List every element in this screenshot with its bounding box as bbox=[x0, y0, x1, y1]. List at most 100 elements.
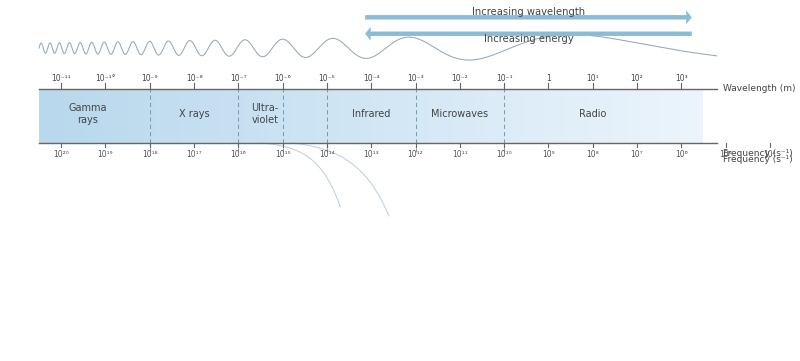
Bar bbox=[602, 89, 604, 143]
Bar bbox=[134, 89, 137, 143]
Bar bbox=[252, 89, 254, 143]
Bar bbox=[385, 89, 386, 143]
Bar bbox=[458, 89, 460, 143]
Bar bbox=[544, 89, 546, 143]
Bar bbox=[158, 89, 161, 143]
Bar bbox=[118, 89, 121, 143]
Bar bbox=[265, 89, 267, 143]
Bar bbox=[322, 89, 325, 143]
Bar bbox=[442, 89, 444, 143]
Text: 10²⁰: 10²⁰ bbox=[54, 150, 69, 159]
Bar bbox=[639, 89, 642, 143]
Bar bbox=[320, 89, 322, 143]
Bar bbox=[276, 89, 278, 143]
Bar bbox=[659, 89, 662, 143]
Bar bbox=[172, 89, 174, 143]
Text: Infrared: Infrared bbox=[352, 109, 390, 119]
Bar bbox=[154, 89, 156, 143]
Bar bbox=[559, 89, 562, 143]
Bar bbox=[380, 89, 382, 143]
Bar bbox=[533, 89, 535, 143]
Text: Ultra-
violet: Ultra- violet bbox=[251, 103, 278, 125]
Bar bbox=[281, 89, 282, 143]
Bar bbox=[586, 89, 588, 143]
Bar bbox=[338, 89, 340, 143]
Bar bbox=[106, 89, 108, 143]
Bar bbox=[349, 89, 351, 143]
Bar bbox=[415, 89, 418, 143]
Bar bbox=[466, 89, 469, 143]
Text: 10¹⁴: 10¹⁴ bbox=[319, 150, 334, 159]
Bar bbox=[619, 89, 622, 143]
Bar bbox=[553, 89, 555, 143]
Bar bbox=[212, 89, 214, 143]
Bar bbox=[345, 89, 347, 143]
Bar bbox=[287, 89, 290, 143]
Bar bbox=[509, 89, 510, 143]
Bar bbox=[291, 89, 294, 143]
Bar bbox=[50, 89, 52, 143]
Bar bbox=[334, 89, 336, 143]
Bar bbox=[462, 89, 464, 143]
Bar bbox=[515, 89, 518, 143]
Bar bbox=[426, 89, 429, 143]
Bar bbox=[230, 89, 232, 143]
Bar bbox=[340, 89, 342, 143]
Bar bbox=[697, 89, 699, 143]
Text: 10¹: 10¹ bbox=[586, 74, 599, 83]
Bar bbox=[495, 89, 498, 143]
Text: 10¹⁹: 10¹⁹ bbox=[98, 150, 114, 159]
Bar bbox=[178, 89, 181, 143]
Bar bbox=[699, 89, 701, 143]
Bar bbox=[245, 89, 247, 143]
Bar bbox=[63, 89, 66, 143]
Bar bbox=[112, 89, 114, 143]
Bar bbox=[232, 89, 234, 143]
Text: 10¹³: 10¹³ bbox=[363, 150, 379, 159]
Bar bbox=[242, 89, 245, 143]
Text: 10¹⁷: 10¹⁷ bbox=[186, 150, 202, 159]
Bar bbox=[174, 89, 176, 143]
Bar bbox=[674, 89, 677, 143]
Bar bbox=[347, 89, 349, 143]
Bar bbox=[351, 89, 354, 143]
Bar bbox=[420, 89, 422, 143]
Bar bbox=[61, 89, 63, 143]
Bar bbox=[701, 89, 703, 143]
Bar bbox=[150, 89, 152, 143]
Bar bbox=[386, 89, 389, 143]
Bar bbox=[628, 89, 630, 143]
Bar bbox=[39, 89, 42, 143]
Bar bbox=[311, 89, 314, 143]
Text: Radio: Radio bbox=[579, 109, 606, 119]
Text: 10⁻⁶: 10⁻⁶ bbox=[274, 74, 291, 83]
Bar bbox=[542, 89, 544, 143]
Bar bbox=[376, 89, 378, 143]
Bar bbox=[406, 89, 409, 143]
Text: 10⁻³: 10⁻³ bbox=[407, 74, 424, 83]
Bar bbox=[644, 89, 646, 143]
Text: 10⁻⁷: 10⁻⁷ bbox=[230, 74, 246, 83]
Bar bbox=[510, 89, 513, 143]
Bar bbox=[294, 89, 296, 143]
Bar bbox=[83, 89, 86, 143]
Bar bbox=[398, 89, 400, 143]
Bar bbox=[546, 89, 548, 143]
Text: 10¹⁸: 10¹⁸ bbox=[142, 150, 158, 159]
Bar bbox=[92, 89, 94, 143]
Bar bbox=[187, 89, 190, 143]
Bar bbox=[170, 89, 172, 143]
Bar bbox=[117, 89, 118, 143]
Bar bbox=[108, 89, 110, 143]
Bar bbox=[298, 89, 300, 143]
Bar bbox=[683, 89, 686, 143]
Bar bbox=[670, 89, 673, 143]
Bar bbox=[365, 89, 366, 143]
Bar bbox=[250, 89, 252, 143]
Bar bbox=[88, 89, 90, 143]
Bar bbox=[290, 89, 291, 143]
Bar bbox=[48, 89, 50, 143]
Bar bbox=[595, 89, 597, 143]
Bar bbox=[194, 89, 196, 143]
Bar bbox=[247, 89, 250, 143]
